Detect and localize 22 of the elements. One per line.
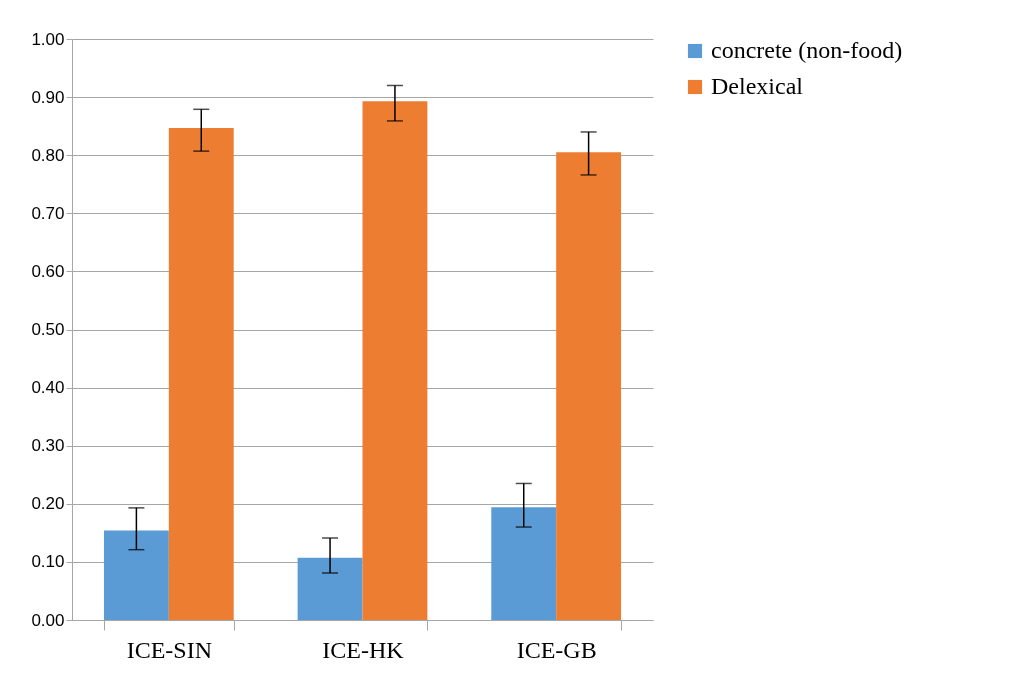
- y-tick-label: 0.60: [31, 261, 65, 281]
- bar: [103, 530, 169, 620]
- x-tick-label: ICE-HK: [322, 636, 405, 663]
- x-tick-label: ICE-SIN: [126, 636, 212, 663]
- y-tick-label: 0.30: [31, 436, 65, 456]
- bar: [297, 557, 363, 620]
- legend-label: Delexical: [711, 73, 804, 99]
- y-tick-label: 1.00: [31, 29, 65, 49]
- y-tick-label: 0.20: [31, 494, 65, 514]
- y-tick-label: 0.90: [31, 87, 65, 107]
- y-tick-label: 0.40: [31, 378, 65, 398]
- bar: [491, 507, 557, 620]
- legend-label: concrete (non-food): [711, 37, 903, 63]
- bar: [362, 101, 428, 620]
- y-tick-label: 0.50: [31, 320, 65, 339]
- y-tick-label: 0.70: [31, 203, 65, 223]
- bar: [556, 152, 622, 620]
- x-tick-label: ICE-GB: [516, 636, 597, 663]
- y-tick-label: 0.10: [31, 552, 65, 572]
- bar: [168, 127, 234, 620]
- y-tick-label: 0.00: [31, 610, 65, 630]
- y-tick-label: 0.80: [31, 145, 65, 165]
